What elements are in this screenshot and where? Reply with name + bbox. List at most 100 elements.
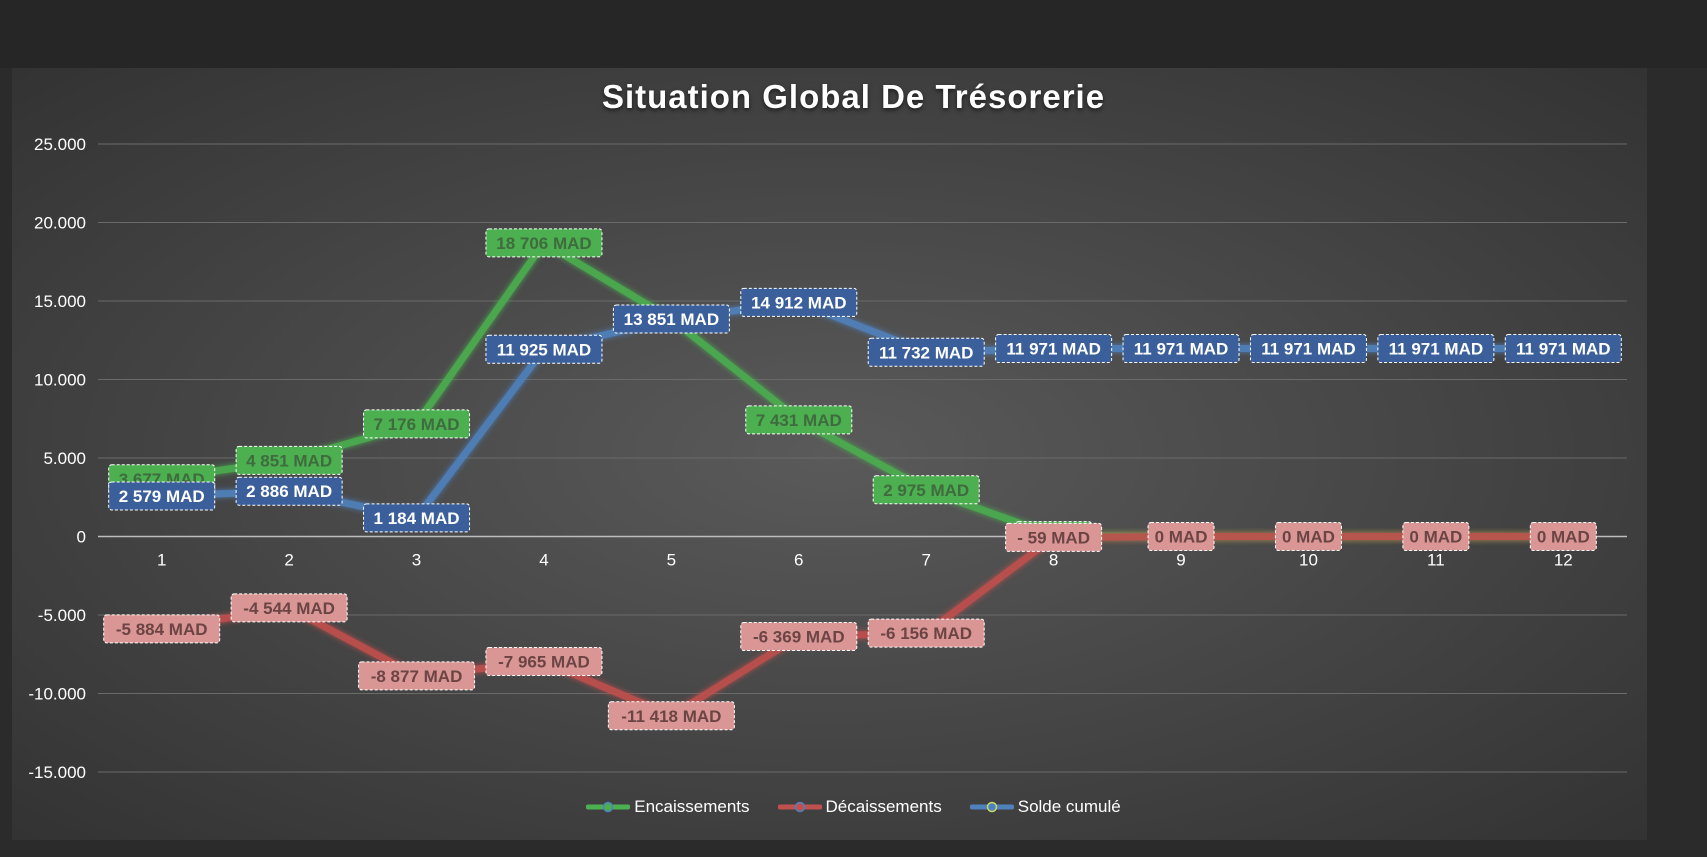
y-tick-label: 15.000: [34, 292, 86, 311]
data-label: 11 732 MAD: [867, 337, 985, 367]
data-label: 7 176 MAD: [363, 409, 471, 439]
legend-swatch-solde-cumule: [969, 801, 1014, 813]
data-label-text: 0 MAD: [1537, 528, 1590, 547]
legend-marker: [794, 801, 805, 813]
data-label-text: -11 418 MAD: [621, 707, 721, 726]
data-label-box: [745, 405, 853, 435]
data-label-box: [358, 661, 476, 691]
data-label: 0 MAD: [1529, 522, 1597, 551]
data-label: 14 912 MAD: [740, 287, 858, 317]
data-label-text: -7 965 MAD: [498, 653, 590, 672]
legend-swatch-decaissements: [777, 801, 822, 813]
data-label: -5 884 MAD: [103, 614, 221, 644]
chart-title: Situation Global De Trésorerie: [601, 78, 1106, 115]
data-label-text: -6 369 MAD: [753, 627, 845, 646]
data-label-text: 2 975 MAD: [883, 481, 969, 500]
y-tick-label: 20.000: [34, 214, 86, 233]
legend-item-decaissements[interactable]: Décaissements: [777, 797, 942, 817]
data-label-text: 11 732 MAD: [879, 343, 974, 362]
legend-item-encaissements[interactable]: Encaissements: [586, 797, 750, 817]
legend-swatch-encaissements: [586, 801, 631, 813]
data-label-text: 14 912 MAD: [751, 293, 846, 312]
data-label-box: [485, 228, 603, 258]
data-label-text: -6 156 MAD: [880, 624, 972, 643]
data-label-box: [740, 621, 858, 651]
data-label-text: 0 MAD: [1155, 528, 1208, 547]
data-label: 2 886 MAD: [235, 476, 343, 506]
data-label-box: [872, 475, 980, 505]
data-label-box: [1005, 522, 1103, 552]
x-tick-label: 11: [1427, 551, 1445, 570]
top-bar: [0, 0, 1707, 68]
data-label-box: [612, 304, 730, 334]
data-label-text: 0 MAD: [1409, 528, 1462, 547]
y-tick-label: 10.000: [34, 371, 86, 390]
data-label-box: [867, 337, 985, 367]
data-label: 11 925 MAD: [485, 334, 603, 364]
data-label: 2 975 MAD: [872, 475, 980, 505]
y-tick-label: -15.000: [28, 763, 86, 782]
data-label: 4 851 MAD: [235, 445, 343, 475]
data-label-text: 7 176 MAD: [374, 415, 460, 434]
data-label: -6 156 MAD: [867, 618, 985, 648]
x-tick-label: 7: [921, 551, 930, 570]
data-label-text: 11 971 MAD: [1134, 340, 1229, 359]
data-label: -11 418 MAD: [607, 701, 735, 731]
y-tick-label: 0: [77, 528, 86, 547]
legend-label-solde-cumule: Solde cumulé: [1017, 797, 1121, 816]
x-tick-label: 5: [667, 551, 676, 570]
x-tick-label: 9: [1176, 551, 1185, 570]
x-tick-label: 6: [794, 551, 803, 570]
data-label-box: [607, 701, 735, 731]
legend-label-decaissements: Décaissements: [825, 797, 942, 816]
data-label-box: [485, 334, 603, 364]
data-label: 11 971 MAD: [1377, 334, 1495, 364]
y-tick-label: 5.000: [43, 449, 86, 468]
data-label-text: 1 184 MAD: [374, 509, 460, 528]
data-label-box: [1377, 334, 1495, 364]
x-tick-label: 3: [412, 551, 421, 570]
data-label-text: 11 971 MAD: [1389, 340, 1484, 359]
data-label: 11 971 MAD: [1122, 334, 1240, 364]
data-label: -8 877 MAD: [358, 661, 476, 691]
data-label-text: 18 706 MAD: [496, 234, 591, 253]
data-label-text: 11 971 MAD: [1006, 340, 1101, 359]
data-label-box: [103, 614, 221, 644]
data-label-text: - 59 MAD: [1017, 528, 1090, 547]
data-label-text: 7 431 MAD: [756, 411, 842, 430]
data-label-box: [363, 503, 471, 533]
legend-marker: [602, 801, 614, 813]
x-axis-ticks: 1 2 3 4 5 6 7 8 9 10 11 12: [157, 551, 1573, 570]
data-label-text: 4 851 MAD: [246, 451, 332, 470]
data-label-box: [108, 481, 216, 511]
data-label-box: [485, 647, 603, 677]
data-label: - 59 MAD: [1005, 522, 1103, 552]
data-label-text: 13 851 MAD: [624, 310, 719, 329]
data-label-box: [1249, 334, 1367, 364]
y-tick-label: 25.000: [34, 135, 86, 154]
data-label: 18 706 MAD: [485, 228, 603, 258]
legend-item-solde-cumule[interactable]: Solde cumulé: [969, 797, 1121, 817]
data-label-box: [1529, 522, 1597, 551]
legend: Encaissements Décaissements Solde cumulé: [0, 797, 1707, 817]
data-label: 0 MAD: [1274, 522, 1342, 551]
data-label: -6 369 MAD: [740, 621, 858, 651]
data-label: 0 MAD: [1402, 522, 1470, 551]
data-label: 2 579 MAD: [108, 481, 216, 511]
data-label-box: [1504, 334, 1622, 364]
x-tick-label: 12: [1554, 551, 1573, 570]
data-label-box: [230, 593, 348, 623]
data-label-text: 2 886 MAD: [246, 482, 332, 501]
data-label-text: 11 925 MAD: [497, 340, 592, 359]
data-label: -7 965 MAD: [485, 647, 603, 677]
y-axis-ticks: 25.000 20.000 15.000 10.000 5.000 0 -5.000 -10.…: [28, 135, 86, 782]
data-label-box: [1147, 522, 1215, 551]
data-label: 7 431 MAD: [745, 405, 853, 435]
y-tick-label: -10.000: [28, 685, 86, 704]
data-label-text: 11 971 MAD: [1516, 340, 1611, 359]
data-label-box: [1122, 334, 1240, 364]
data-label-text: -4 544 MAD: [243, 599, 335, 618]
